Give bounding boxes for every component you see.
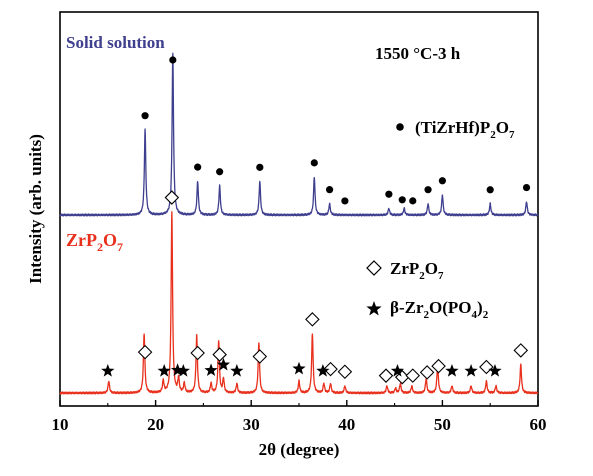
peak-dot-11	[424, 186, 432, 194]
x-tick-label-60: 60	[530, 415, 547, 434]
peak-star-10	[445, 364, 459, 377]
peak-star-3	[176, 364, 190, 377]
series-line-1	[59, 211, 539, 395]
peak-dot-3	[216, 168, 224, 176]
peak-diamond-11	[419, 365, 435, 380]
peak-star-6	[230, 364, 244, 377]
x-tick-label-30: 30	[243, 415, 260, 434]
peak-diamond-0	[164, 190, 180, 205]
plot-frame	[59, 11, 539, 407]
x-axis-title: 2θ (degree)	[259, 440, 340, 459]
series-line-0	[59, 52, 539, 217]
legend-diamond: ZrP2O7	[366, 259, 444, 282]
peak-diamond-3	[212, 347, 227, 362]
legend-star: β-Zr2O(PO4)2	[366, 298, 489, 321]
xrd-patterns	[59, 52, 539, 395]
peak-diamond-2	[190, 345, 205, 361]
peak-diamond-8	[378, 368, 394, 383]
legend-label-tizrhf: (TiZrHf)P2O7	[415, 118, 515, 141]
x-tick-label-40: 40	[338, 415, 355, 434]
series-label-solid-solution: Solid solution	[66, 33, 165, 52]
y-axis-title: Intensity (arb. units)	[26, 134, 45, 284]
legend-diamond-symbol	[366, 260, 382, 276]
peak-diamond-1	[137, 344, 153, 360]
peak-diamond-10	[405, 368, 421, 383]
peak-star-9	[390, 364, 405, 377]
peak-dot-0	[141, 112, 149, 120]
x-tick-label-20: 20	[147, 415, 164, 434]
peak-dot-13	[486, 186, 494, 194]
series-label-zrp2o7: ZrP2O7	[66, 230, 123, 254]
peak-star-1	[157, 364, 171, 377]
peak-dot-7	[341, 197, 349, 205]
peak-dot-14	[522, 183, 531, 192]
peak-star-4	[204, 363, 218, 377]
x-axis: 10 20 30 40 50 60	[52, 400, 547, 434]
peak-diamond-13	[479, 359, 494, 375]
peak-dot-6	[325, 186, 334, 194]
x-tick-label-10: 10	[52, 415, 69, 434]
peak-dot-4	[256, 163, 264, 171]
peak-diamond-6	[323, 361, 338, 377]
peak-dot-9	[398, 196, 406, 204]
peak-diamond-14	[513, 343, 529, 358]
peak-dot-2	[194, 163, 202, 171]
peak-diamond-7	[337, 364, 353, 380]
peak-diamond-4	[252, 349, 268, 364]
peak-diamond-12	[431, 358, 446, 374]
legend-dot-symbol	[396, 123, 404, 131]
peak-star-11	[464, 364, 478, 377]
peak-dot-10	[409, 197, 417, 205]
peak-star-8	[316, 364, 330, 377]
peak-dot-8	[385, 190, 393, 198]
condition-label: 1550 °C-3 h	[375, 44, 461, 63]
legend-label-beta-zr2o-po4-2: β-Zr2O(PO4)2	[390, 298, 489, 321]
peak-markers	[101, 56, 531, 385]
legend-star-symbol	[366, 301, 382, 316]
peak-dot-1	[169, 56, 177, 64]
peak-star-7	[292, 361, 306, 375]
peak-star-12	[488, 364, 502, 377]
peak-star-5	[216, 357, 231, 371]
peak-dot-12	[438, 177, 446, 185]
legend-dot: (TiZrHf)P2O7	[396, 118, 515, 141]
peak-star-0	[101, 364, 115, 377]
peak-diamond-5	[305, 312, 320, 327]
peak-dot-5	[310, 159, 318, 167]
x-tick-label-50: 50	[434, 415, 451, 434]
legend-label-zrp2o7: ZrP2O7	[390, 259, 444, 282]
